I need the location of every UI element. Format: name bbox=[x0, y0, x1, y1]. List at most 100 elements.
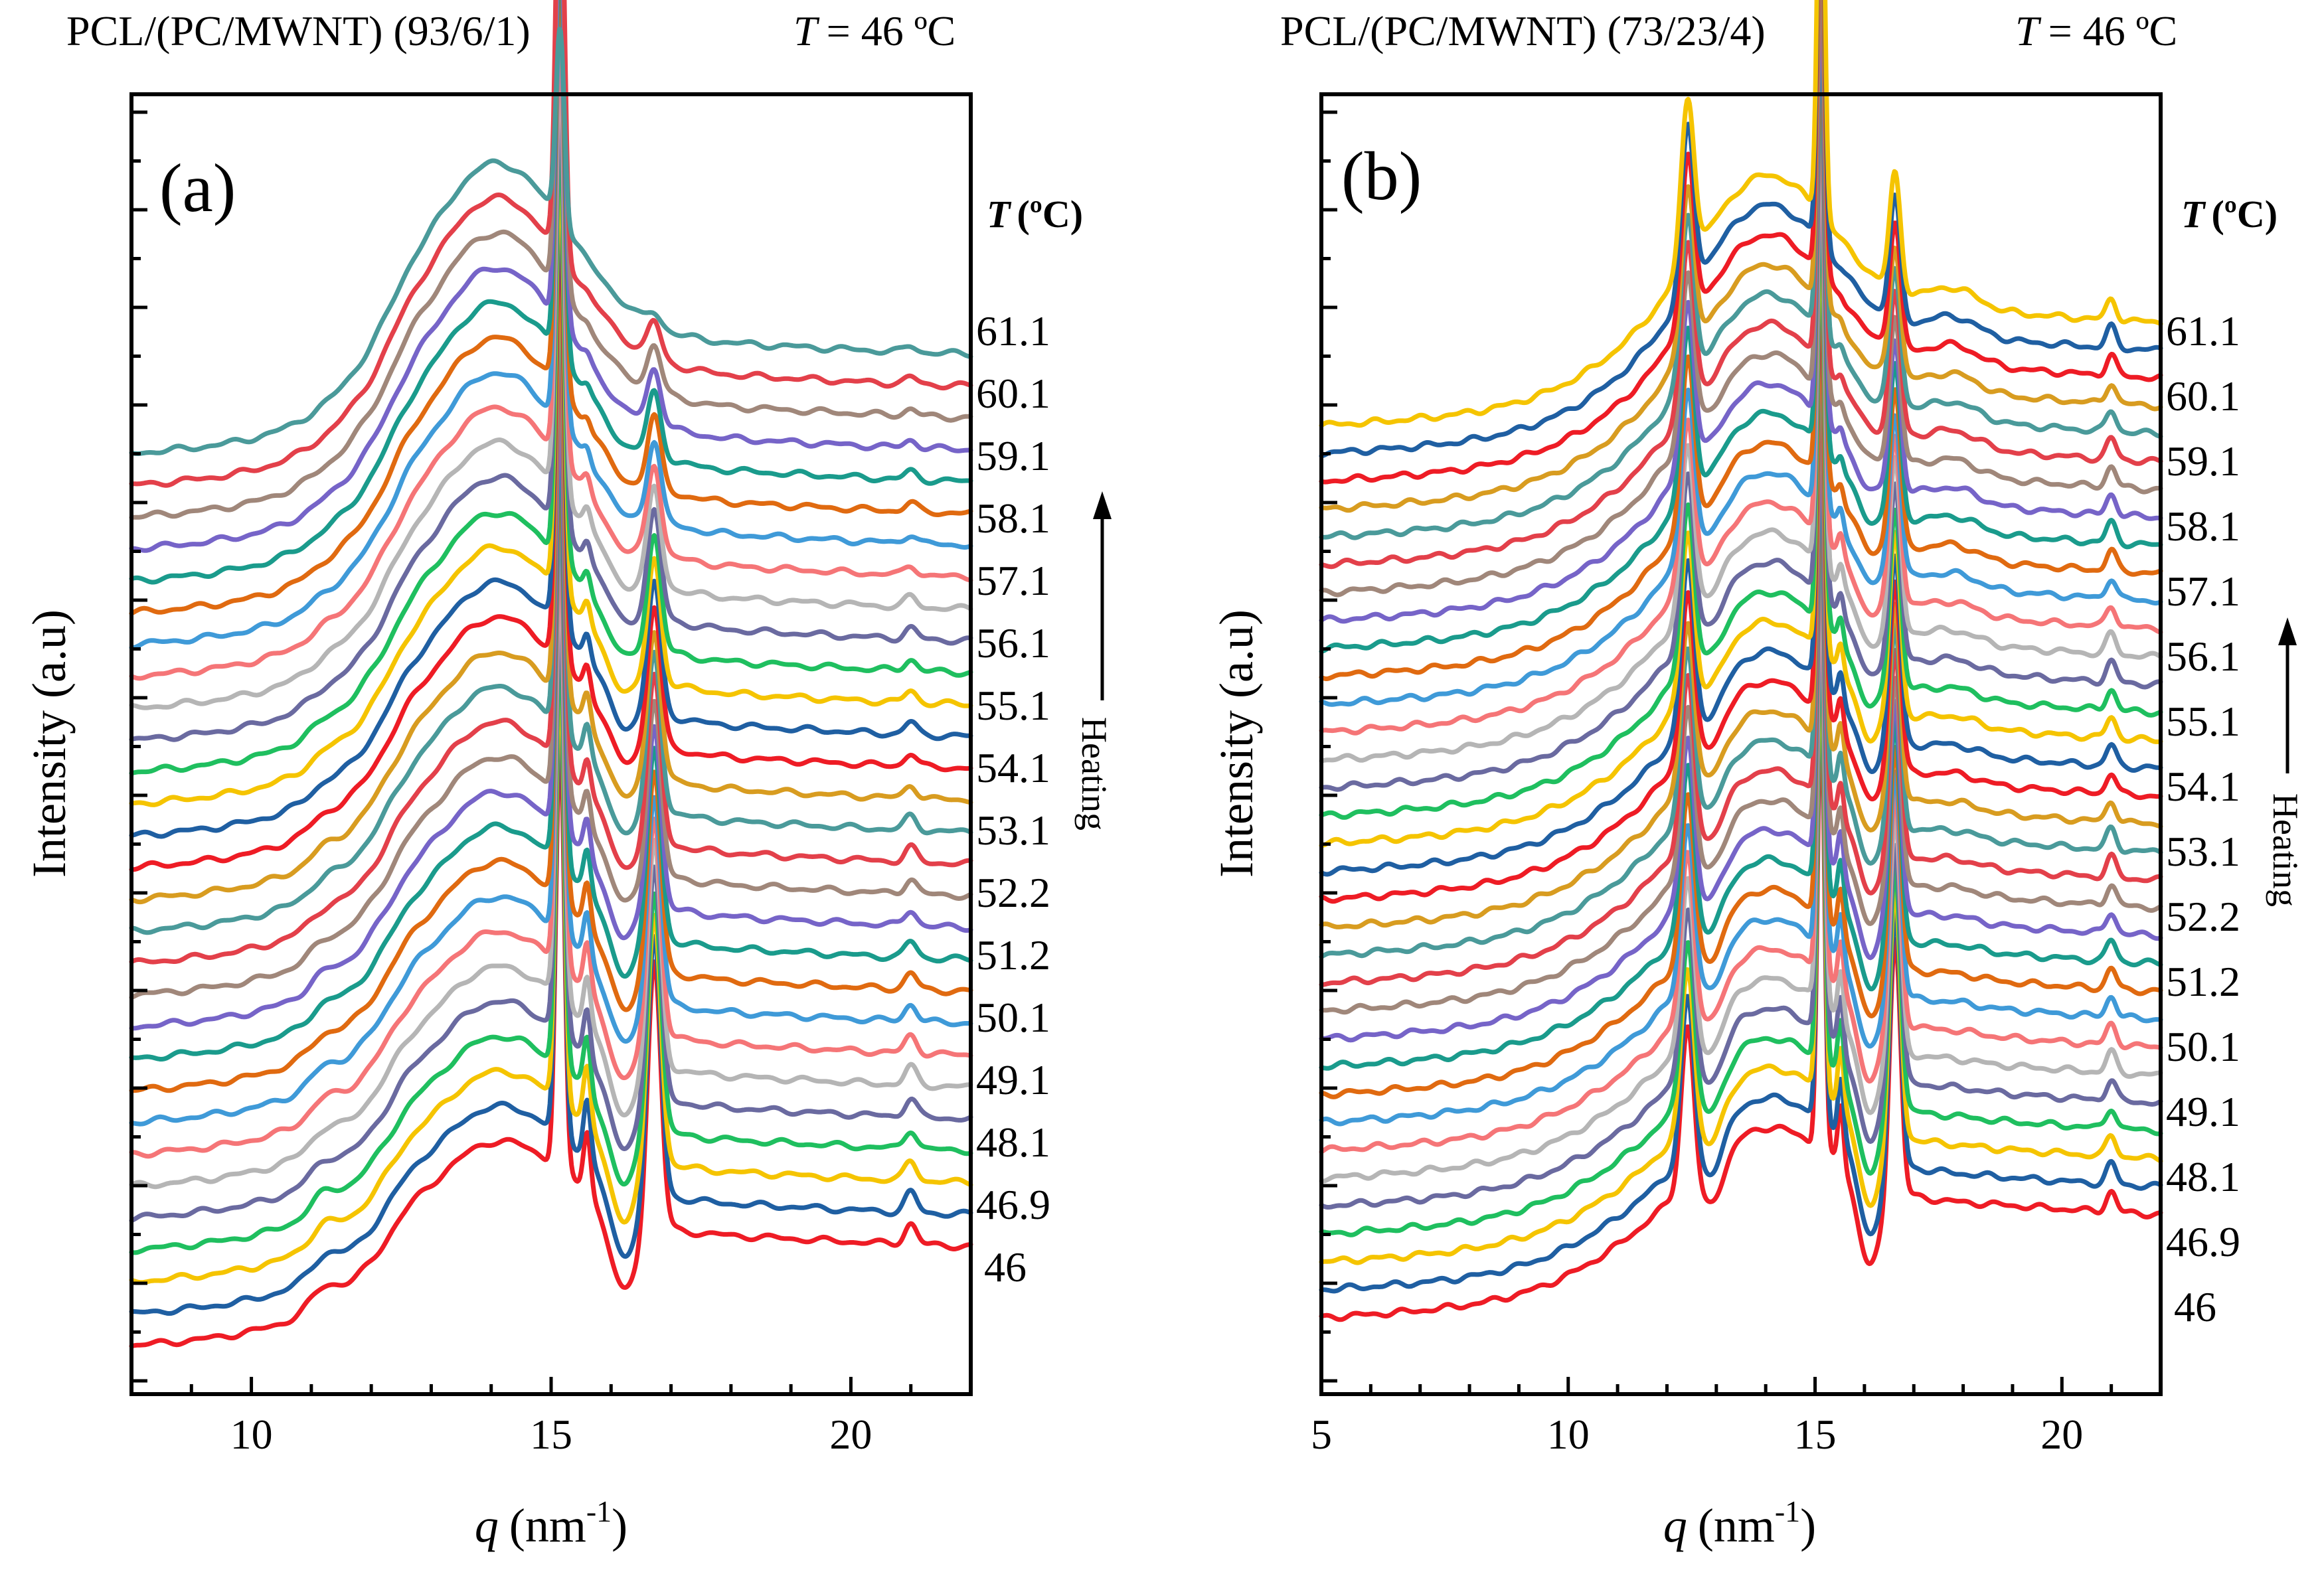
panel-a-xlabel-q: q bbox=[475, 1499, 499, 1552]
panel-b-curve-20 bbox=[1319, 143, 2163, 792]
panel-b-curve-21 bbox=[1319, 115, 2163, 763]
panel-a-curves bbox=[129, 0, 973, 1349]
panel-a-curve-26 bbox=[129, 0, 973, 553]
panel-a-temperature-label-13: 49.1 bbox=[976, 1056, 1050, 1103]
panel-b-temperature-labels: 61.1 60.1 59.1 58.1 57.1 56.1 55.1 54.1 53.1 52.2… bbox=[2166, 307, 2240, 1330]
panel-a-temperature-label-12: 50.1 bbox=[976, 994, 1050, 1041]
panel-b-temperature-label-11: 51.2 bbox=[2166, 958, 2240, 1005]
panel-a-legend-t-unit: (ºC) bbox=[1017, 193, 1083, 236]
panel-b-curve-11 bbox=[1319, 411, 2163, 1043]
panel-a-plot-frame bbox=[129, 92, 973, 1396]
panel-b-curve-14 bbox=[1319, 321, 2163, 959]
panel-a-temperature-label-15: 46.9 bbox=[976, 1181, 1050, 1228]
panel-b-xtick-label-20: 20 bbox=[2040, 1411, 2083, 1458]
panel-a-legend-t-symbol: T bbox=[987, 193, 1012, 236]
panel-a-title-sample: PCL/(PC/MWNT) (93/6/1) bbox=[66, 7, 531, 54]
panel-b-temperature-label-10: 52.2 bbox=[2166, 893, 2240, 940]
panel-b-curve-23 bbox=[1319, 58, 2163, 707]
panel-b-temperature-label-13: 49.1 bbox=[2166, 1088, 2240, 1135]
panel-a-title-t-symbol: T bbox=[793, 7, 820, 54]
panel-a-ylabel: Intensity (a.u) bbox=[23, 609, 76, 878]
panel-b-xlabel-unit: (nm bbox=[1698, 1499, 1775, 1552]
panel-b-curve-16 bbox=[1319, 260, 2163, 904]
panel-a-curve-7 bbox=[129, 537, 973, 1159]
panel-a-temperature-label-8: 54.1 bbox=[976, 744, 1050, 791]
panel-b-temperature-label-4: 58.1 bbox=[2166, 503, 2240, 550]
panel-b-curve-13 bbox=[1319, 348, 2163, 987]
panel-b-temperature-label-3: 59.1 bbox=[2166, 437, 2240, 485]
panel-b-title-t-symbol: T bbox=[2015, 7, 2042, 54]
panel-b-curve-29 bbox=[1319, 0, 2163, 540]
panel-b-curve-33 bbox=[1319, 0, 2163, 428]
panel-b-plot-frame bbox=[1319, 92, 2163, 1396]
panel-b-temperature-label-6: 56.1 bbox=[2166, 633, 2240, 680]
panel-a-label: (a) bbox=[159, 150, 236, 226]
panel-a-curve-14 bbox=[129, 298, 973, 935]
panel-a-xtick-label-10: 10 bbox=[230, 1411, 273, 1458]
panel-a-temperature-label-16: 46 bbox=[984, 1243, 1027, 1291]
panel-a-curve-23 bbox=[129, 0, 973, 650]
panel-b-curve-9 bbox=[1319, 463, 2163, 1099]
panel-b-curve-28 bbox=[1319, 0, 2163, 570]
panel-a-curve-29 bbox=[129, 27, 973, 456]
panel-a-xlabel-unit: (nm bbox=[509, 1499, 586, 1552]
panel-b-temperature-label-15: 46.9 bbox=[2166, 1218, 2240, 1265]
panel-b-xtick-label-15: 15 bbox=[1794, 1411, 1837, 1458]
panel-b-curve-27 bbox=[1319, 0, 2163, 597]
panel-b-title-temperature: T = 46 ºC bbox=[2015, 7, 2177, 54]
panel-a-heating-arrow bbox=[1093, 491, 1112, 700]
panel-b-temperature-label-2: 60.1 bbox=[2166, 372, 2240, 420]
panel-a-curve-4 bbox=[129, 639, 973, 1255]
panel-b-xlabel: q (nm-1) bbox=[1663, 1494, 1816, 1552]
panel-b-curve-15 bbox=[1319, 291, 2163, 929]
panel-b-xtick-labels: 5 10 15 20 bbox=[1311, 1411, 2083, 1458]
panel-b-curve-1 bbox=[1319, 698, 2163, 1322]
panel-a-curve-1 bbox=[129, 737, 973, 1349]
panel-a-ticks bbox=[129, 110, 973, 1394]
panel-a-temperature-label-6: 56.1 bbox=[976, 619, 1050, 667]
panel-b-temperature-label-7: 55.1 bbox=[2166, 698, 2240, 745]
panel-b-curve-26 bbox=[1319, 0, 2163, 624]
panel-a-title-t-value: = 46 ºC bbox=[827, 7, 956, 54]
panel-a-temperature-label-5: 57.1 bbox=[976, 557, 1050, 604]
panel-b-curves bbox=[1319, 0, 2163, 1322]
panel-a-curve-19 bbox=[129, 129, 973, 776]
panel-a-curve-3 bbox=[129, 672, 973, 1285]
panel-a-temperature-label-1: 61.1 bbox=[976, 307, 1050, 355]
panel-b-curve-5 bbox=[1319, 582, 2163, 1210]
panel-b-curve-22 bbox=[1319, 88, 2163, 736]
panel-a-curve-21 bbox=[129, 60, 973, 710]
panel-a-xtick-label-20: 20 bbox=[829, 1411, 872, 1458]
panel-b-curve-12 bbox=[1319, 379, 2163, 1015]
panel-a-temperature-label-9: 53.1 bbox=[976, 807, 1050, 854]
panel-a-curve-12 bbox=[129, 366, 973, 1000]
panel-b-temperature-label-16: 46 bbox=[2174, 1283, 2216, 1330]
panel-b-heating-label: Heating bbox=[2266, 793, 2305, 907]
panel-b-xlabel-close: ) bbox=[1800, 1499, 1816, 1552]
panel-a-temperature-label-10: 52.2 bbox=[976, 869, 1050, 916]
panel-a-curve-9 bbox=[129, 465, 973, 1093]
panel-b-xtick-label-5: 5 bbox=[1311, 1411, 1332, 1458]
panel-a-heating-label: Heating bbox=[1074, 717, 1114, 830]
panel-a-curve-22 bbox=[129, 28, 973, 681]
panel-b-curve-10 bbox=[1319, 437, 2163, 1071]
panel-b-temperature-label-12: 50.1 bbox=[2166, 1023, 2240, 1070]
panel-b-curve-4 bbox=[1319, 613, 2163, 1237]
panel-a-curve-11 bbox=[129, 403, 973, 1031]
panel-a-curve-6 bbox=[129, 570, 973, 1190]
panel-b-curve-3 bbox=[1319, 641, 2163, 1265]
panel-a-temperature-label-14: 48.1 bbox=[976, 1119, 1050, 1166]
panel-a-xlabel-exponent: -1 bbox=[586, 1494, 612, 1528]
panel-a-curve-10 bbox=[129, 434, 973, 1062]
panel-b-curve-31 bbox=[1319, 0, 2163, 485]
panel-a-curve-24 bbox=[129, 0, 973, 616]
panel-a-curve-18 bbox=[129, 166, 973, 807]
panel-a-curve-25 bbox=[129, 0, 973, 585]
panel-b-temperature-label-8: 54.1 bbox=[2166, 763, 2240, 810]
panel-b-temperature-label-1: 61.1 bbox=[2166, 307, 2240, 355]
panel-b-curve-25 bbox=[1319, 1, 2163, 654]
panel-b-curve-32 bbox=[1319, 0, 2163, 459]
panel-a-curve-16 bbox=[129, 228, 973, 872]
panel-b-temperature-label-5: 57.1 bbox=[2166, 568, 2240, 615]
